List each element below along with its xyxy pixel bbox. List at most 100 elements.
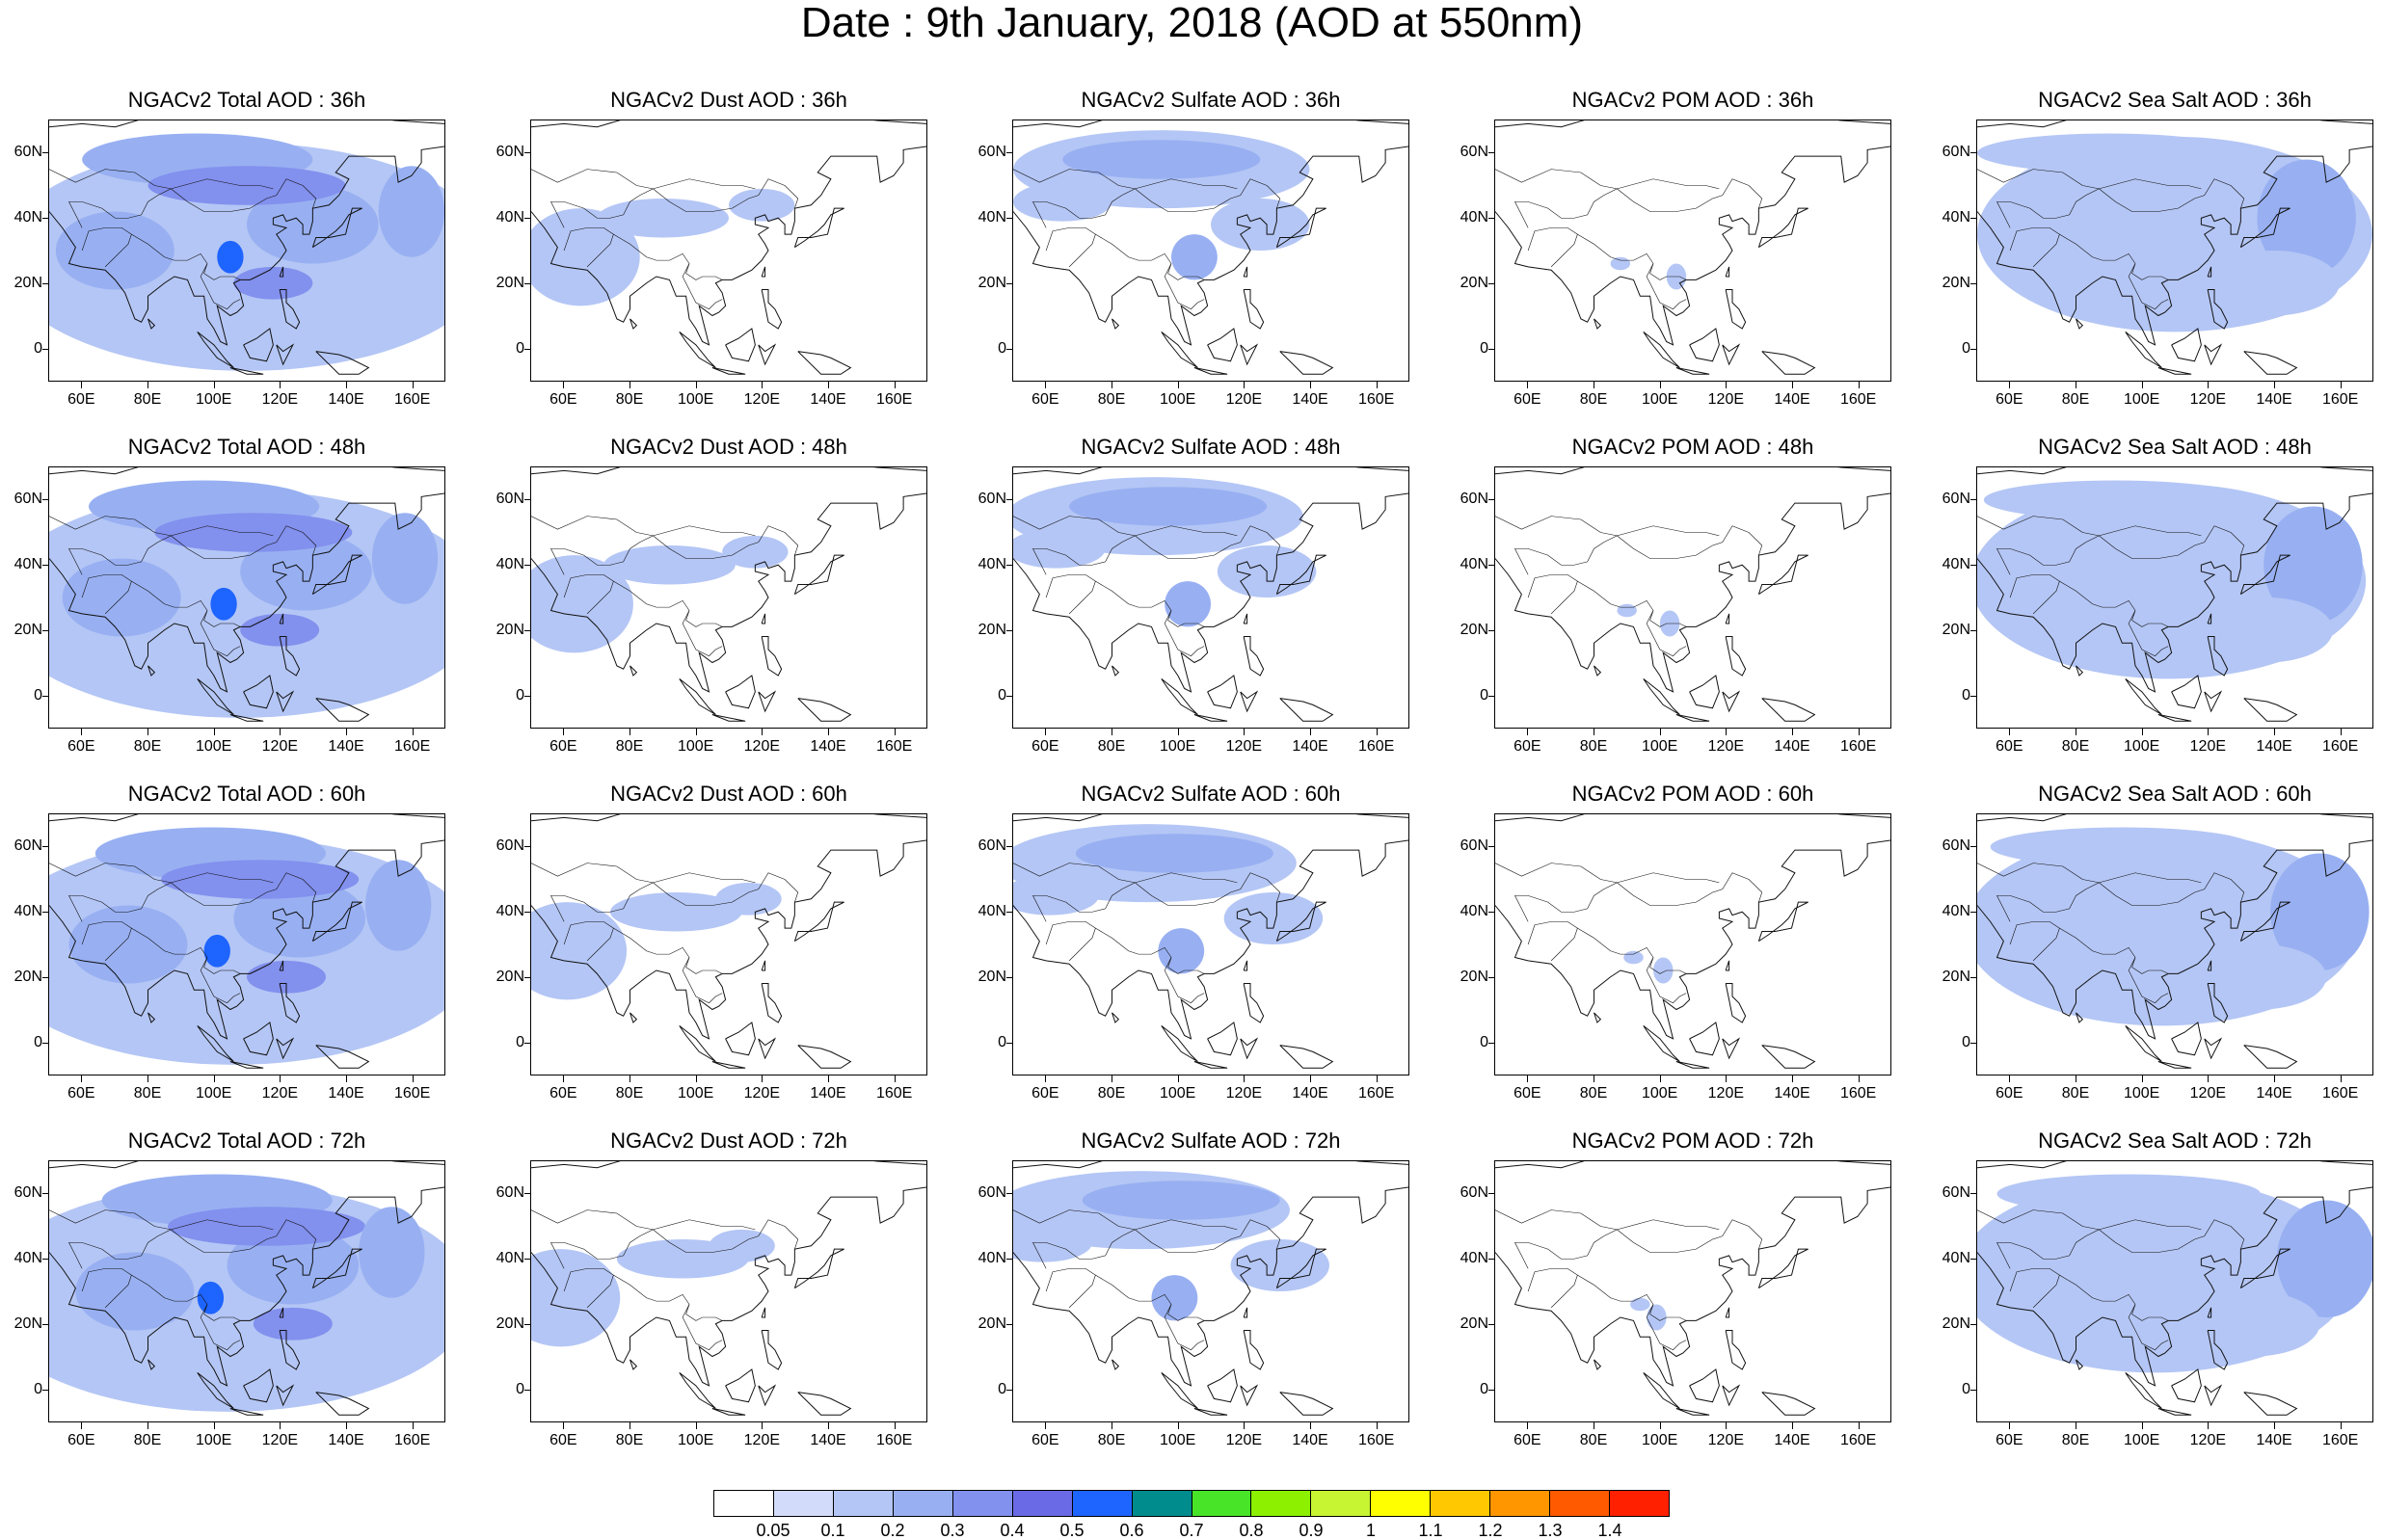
x-tick-label: 140E	[328, 1085, 364, 1102]
coastline	[197, 1371, 234, 1409]
x-tick-label: 100E	[2123, 1085, 2160, 1102]
x-tick-label: 60E	[549, 391, 577, 408]
x-tick-mark	[563, 382, 565, 388]
map-frame	[48, 1160, 445, 1422]
x-tick-label: 160E	[2321, 1085, 2359, 1102]
coastline	[761, 636, 783, 677]
coastline	[2239, 1248, 2290, 1289]
x-tick-mark	[1310, 1422, 1311, 1429]
colorbar-label: 1.4	[1597, 1521, 1622, 1540]
y-tick-mark	[42, 912, 48, 913]
map-frame	[1494, 119, 1891, 382]
country-border	[131, 233, 241, 280]
coastline	[147, 665, 156, 677]
colorbar-swatch	[1251, 1491, 1312, 1516]
country-border	[1135, 525, 1238, 537]
coastline	[531, 120, 926, 128]
coastline	[279, 1330, 301, 1370]
x-tick-label: 60E	[549, 738, 577, 755]
country-border	[653, 178, 756, 190]
coastline	[229, 714, 264, 722]
panel-title: NGACv2 POM AOD : 72h	[1571, 1128, 1814, 1153]
aod-plume	[203, 934, 230, 968]
x-tick-label: 160E	[2321, 738, 2359, 755]
coastline	[531, 492, 926, 693]
x-tick-label: 120E	[1225, 391, 1263, 408]
coastline	[1725, 960, 1730, 971]
country-border	[682, 263, 723, 310]
y-tick-label: 20N	[13, 622, 42, 638]
map-panel: NGACv2 Sea Salt AOD : 72h 60E 80E 100E 120E 1…	[1928, 1126, 2384, 1463]
y-tick-label: 40N	[978, 209, 1006, 226]
aod-map	[531, 1161, 926, 1416]
country-border	[1617, 1219, 1720, 1231]
panel-title: NGACv2 Total AOD : 48h	[127, 435, 366, 459]
x-tick-label: 100E	[1159, 391, 1196, 408]
coastline	[2204, 343, 2223, 366]
country-border	[200, 263, 241, 310]
x-tick-mark	[213, 382, 215, 388]
x-tick-mark	[1177, 382, 1179, 388]
panel-title: NGACv2 POM AOD : 36h	[1571, 88, 1814, 112]
colorbar-label: 1.1	[1418, 1521, 1443, 1540]
y-tick-label: 40N	[496, 1250, 524, 1266]
colorbar-label: 0.3	[940, 1521, 965, 1540]
y-tick-label: 60N	[13, 1184, 42, 1201]
coastline	[1643, 1024, 1680, 1062]
y-tick-mark	[1970, 283, 1976, 284]
x-tick-mark	[2009, 729, 2011, 735]
country-border	[1095, 580, 1205, 627]
x-tick-label: 80E	[2061, 1432, 2090, 1448]
coastline	[243, 675, 274, 709]
aod-map	[1013, 467, 1408, 722]
x-tick-label: 140E	[328, 738, 364, 755]
x-tick-mark	[629, 729, 630, 735]
y-tick-label: 0	[34, 1034, 42, 1050]
coastline	[1977, 146, 2372, 346]
x-tick-label: 140E	[1292, 391, 1328, 408]
x-tick-mark	[147, 382, 148, 388]
x-tick-label: 100E	[1159, 738, 1196, 755]
aod-plume	[197, 1281, 225, 1314]
y-tick-label: 20N	[1942, 275, 1970, 291]
x-tick-mark	[2208, 729, 2210, 735]
coastline	[1193, 1061, 1228, 1069]
y-tick-mark	[42, 696, 48, 697]
x-tick-mark	[762, 1422, 763, 1429]
aod-plume	[2194, 944, 2327, 1010]
x-tick-label: 100E	[1641, 1432, 1678, 1448]
aod-map	[1013, 120, 1408, 375]
coastline	[797, 698, 852, 722]
coastline	[1725, 636, 1747, 677]
y-tick-label: 0	[1480, 1034, 1488, 1050]
panel-title: NGACv2 Total AOD : 60h	[127, 782, 366, 806]
colorbar-label: 0.7	[1179, 1521, 1204, 1540]
x-tick-label: 140E	[2256, 738, 2292, 755]
y-tick-label: 40N	[1942, 1250, 1970, 1266]
coastline	[1193, 714, 1228, 722]
country-border	[1095, 233, 1205, 280]
y-tick-label: 60N	[1942, 144, 1970, 160]
coastline	[1279, 351, 1334, 375]
x-tick-mark	[280, 1422, 281, 1429]
coastline	[2125, 331, 2162, 368]
aod-plume	[1983, 480, 2248, 519]
y-tick-label: 20N	[978, 1315, 1006, 1332]
aod-plume	[378, 166, 444, 257]
y-tick-label: 60N	[978, 144, 1006, 160]
aod-plume	[709, 1229, 775, 1262]
x-tick-mark	[894, 1422, 896, 1429]
x-tick-mark	[81, 1422, 83, 1429]
country-border	[131, 927, 241, 974]
x-tick-mark	[213, 1422, 215, 1429]
coastline	[725, 1022, 756, 1056]
country-border	[1164, 957, 1205, 1004]
y-tick-mark	[42, 499, 48, 500]
x-tick-label: 160E	[1839, 1085, 1877, 1102]
colorbar-swatch	[773, 1491, 834, 1516]
aod-plume	[1647, 1304, 1667, 1331]
x-tick-mark	[894, 729, 896, 735]
y-tick-mark	[524, 912, 530, 913]
x-tick-label: 60E	[1513, 391, 1541, 408]
coastline	[197, 677, 234, 715]
